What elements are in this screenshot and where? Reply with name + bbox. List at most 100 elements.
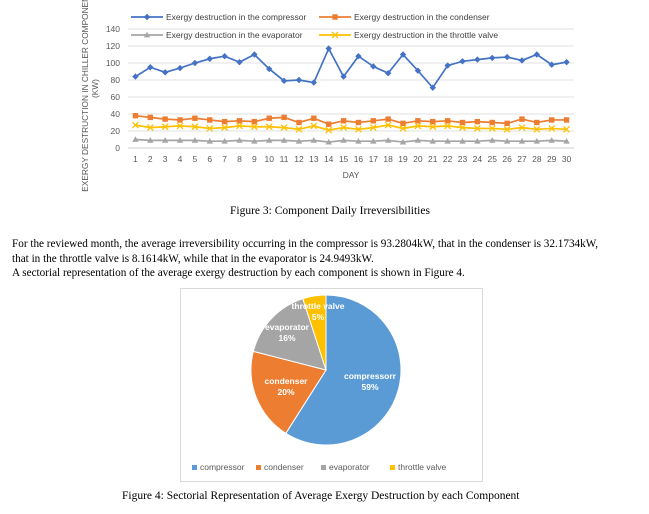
data-point (489, 54, 496, 62)
data-point (221, 138, 228, 144)
x-tick-label: 20 (413, 154, 423, 164)
data-point (370, 138, 377, 144)
data-point (459, 138, 466, 144)
data-point (548, 124, 556, 132)
data-point (295, 125, 303, 133)
data-point (429, 138, 436, 144)
data-point (444, 138, 451, 144)
y-tick-label: 80 (111, 75, 121, 85)
data-point (370, 118, 376, 124)
x-tick-label: 27 (517, 154, 527, 164)
slice-label: throttle valve (292, 301, 345, 311)
x-tick-label: 16 (354, 154, 364, 164)
legend-label: condenser (264, 462, 304, 472)
pie-slice-throttle-valve (302, 294, 327, 371)
legend-label: Exergy destruction in the throttle valve (354, 30, 498, 40)
legend-label: Exergy destruction in the condenser (354, 12, 490, 22)
pie-chart-frame (180, 288, 483, 482)
legend-label: Exergy destruction in the evaporator (166, 30, 303, 40)
data-point (236, 58, 243, 66)
data-point (355, 138, 362, 144)
data-point (176, 64, 184, 72)
data-point (161, 137, 169, 143)
series-line (135, 124, 567, 132)
y-tick-label: 120 (106, 41, 120, 51)
figure-3-caption: Figure 3: Component Daily Irreversibilit… (230, 205, 430, 217)
data-point (399, 138, 407, 145)
legend-swatch (192, 465, 197, 470)
data-point (221, 118, 228, 125)
pie-legend-item: evaporator (321, 462, 370, 472)
data-point (474, 56, 481, 63)
data-point (265, 123, 273, 131)
data-point (296, 119, 302, 126)
data-point (400, 120, 406, 127)
x-tick-label: 28 (532, 154, 542, 164)
data-point (533, 138, 541, 144)
data-point (132, 73, 139, 80)
data-point (161, 69, 169, 76)
data-point (414, 137, 422, 143)
data-point (503, 53, 511, 61)
x-tick-label: 11 (280, 154, 289, 164)
data-point (340, 73, 347, 80)
data-point (207, 117, 213, 123)
data-point (221, 53, 228, 60)
data-point (385, 116, 391, 122)
data-point (489, 119, 495, 126)
data-point (325, 138, 332, 145)
y-tick-label: 140 (106, 24, 120, 34)
data-point (384, 121, 392, 129)
data-point (563, 138, 570, 144)
data-point (340, 124, 348, 132)
y-axis-title: EXERGY DESTRUCTION IN CHILLER COMPONENTS… (80, 0, 100, 192)
x-tick-label: 6 (207, 154, 212, 164)
data-point (192, 115, 198, 121)
paragraph-line-3: A sectorial representation of the averag… (12, 267, 465, 279)
pie-slice-evaporator (252, 298, 327, 371)
legend-label: compressor (200, 462, 245, 472)
data-point (518, 57, 526, 64)
x-tick-label: 3 (163, 154, 168, 164)
data-point (489, 137, 496, 143)
data-point (399, 124, 407, 132)
x-tick-label: 30 (562, 154, 572, 164)
pie-slice-condenser (250, 350, 327, 435)
data-point (370, 63, 377, 70)
data-point (548, 61, 555, 68)
data-point (459, 119, 466, 126)
x-tick-label: 21 (428, 154, 438, 164)
data-point (310, 137, 318, 143)
data-point (206, 138, 213, 144)
figure-4-caption: Figure 4: Sectorial Representation of Av… (122, 490, 520, 502)
legend-marker (143, 31, 151, 38)
y-tick-label: 0 (115, 143, 120, 153)
data-point (147, 137, 154, 143)
slice-label: compressorr (344, 371, 397, 381)
data-point (355, 119, 362, 126)
data-point (369, 124, 377, 132)
data-point (533, 125, 541, 133)
legend-marker (332, 14, 338, 20)
legend-swatch (256, 465, 261, 470)
data-point (563, 117, 570, 123)
legend-marker (331, 31, 339, 39)
data-point (191, 59, 199, 67)
data-point (251, 138, 258, 144)
data-point (147, 64, 154, 71)
data-point (191, 123, 199, 131)
data-point (266, 65, 273, 73)
y-tick-label: 60 (111, 92, 121, 102)
legend-label: Exergy destruction in the compressor (166, 12, 306, 22)
y-tick-label: 100 (106, 58, 120, 68)
legend-swatch (321, 465, 326, 470)
data-point (251, 118, 258, 125)
data-point (340, 118, 347, 124)
data-point (310, 122, 318, 130)
x-tick-label: 15 (339, 154, 349, 164)
data-point (414, 122, 422, 130)
data-point (355, 53, 362, 60)
data-point (474, 118, 481, 125)
x-tick-label: 24 (473, 154, 483, 164)
